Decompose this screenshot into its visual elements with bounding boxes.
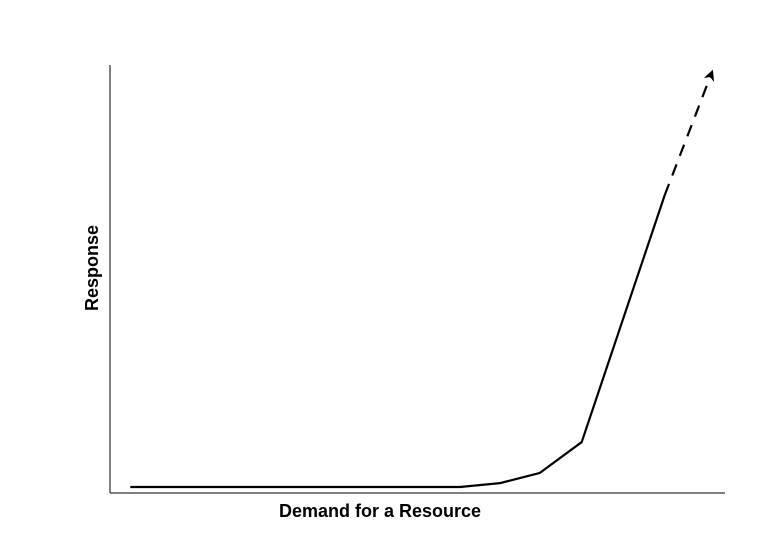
x-axis-label: Demand for a Resource	[279, 501, 481, 521]
line-series	[130, 194, 666, 489]
line-series	[663, 69, 715, 196]
y-axis-label: Response	[82, 225, 102, 311]
